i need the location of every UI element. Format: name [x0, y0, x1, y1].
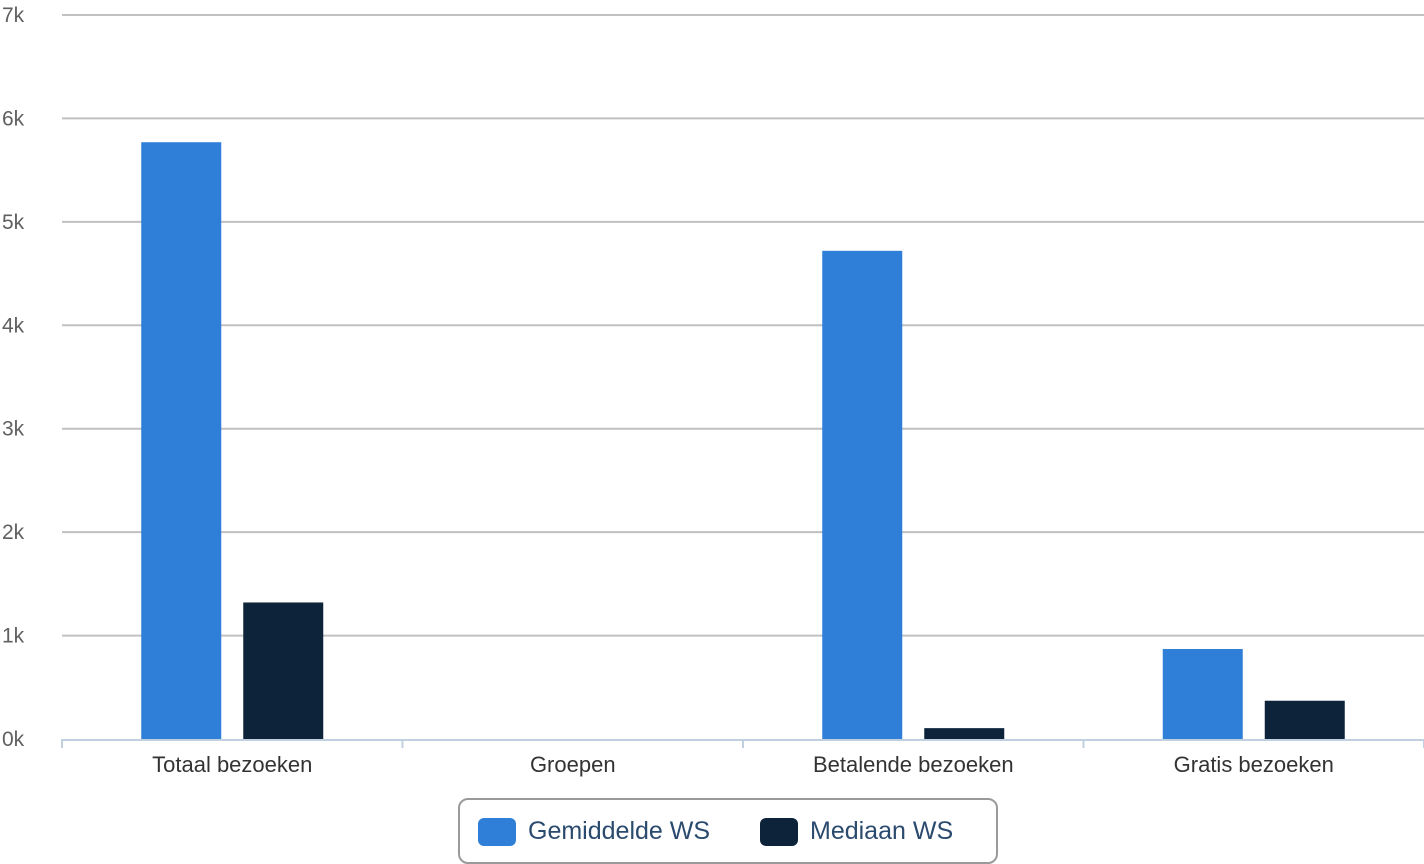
y-tick-label: 3k [2, 418, 25, 441]
bar-mediaan-2[interactable] [924, 728, 1005, 739]
legend-swatch-gemiddelde [478, 817, 516, 846]
y-tick-label: 6k [2, 107, 25, 130]
x-category-label: Totaal bezoeken [152, 752, 312, 777]
legend-item-mediaan[interactable]: Mediaan WS [760, 817, 953, 846]
x-category-label: Groepen [530, 752, 616, 777]
bar-mediaan-0[interactable] [243, 602, 324, 739]
bar-mediaan-3[interactable] [1264, 700, 1345, 739]
y-tick-label: 1k [2, 625, 25, 648]
bar-gemiddelde-0[interactable] [141, 142, 222, 739]
x-category-label: Gratis bezoeken [1174, 752, 1334, 777]
y-axis: 0k 1k 2k 3k 4k 5k 6k 7k [2, 4, 25, 751]
x-category-label: Betalende bezoeken [813, 752, 1014, 777]
y-tick-label: 5k [2, 211, 25, 234]
legend-label-mediaan: Mediaan WS [810, 817, 954, 845]
x-axis: Totaal bezoeken Groepen Betalende bezoeken… [61, 739, 1424, 777]
bar-gemiddelde-2[interactable] [822, 250, 903, 739]
legend-item-gemiddelde[interactable]: Gemiddelde WS [478, 817, 710, 846]
y-tick-label: 7k [2, 4, 25, 27]
legend: Gemiddelde WS Mediaan WS [458, 798, 998, 864]
grid-lines [62, 14, 1424, 637]
y-tick-label: 4k [2, 314, 25, 337]
bars [141, 142, 1345, 739]
legend-label-gemiddelde: Gemiddelde WS [528, 817, 711, 845]
y-tick-label: 0k [2, 728, 25, 751]
y-tick-label: 2k [2, 521, 25, 544]
bar-gemiddelde-3[interactable] [1162, 649, 1243, 739]
bar-chart: 0k 1k 2k 3k 4k 5k 6k 7k Totaal bezoeken Groepen B… [2, 4, 1424, 777]
legend-swatch-mediaan [760, 817, 798, 846]
